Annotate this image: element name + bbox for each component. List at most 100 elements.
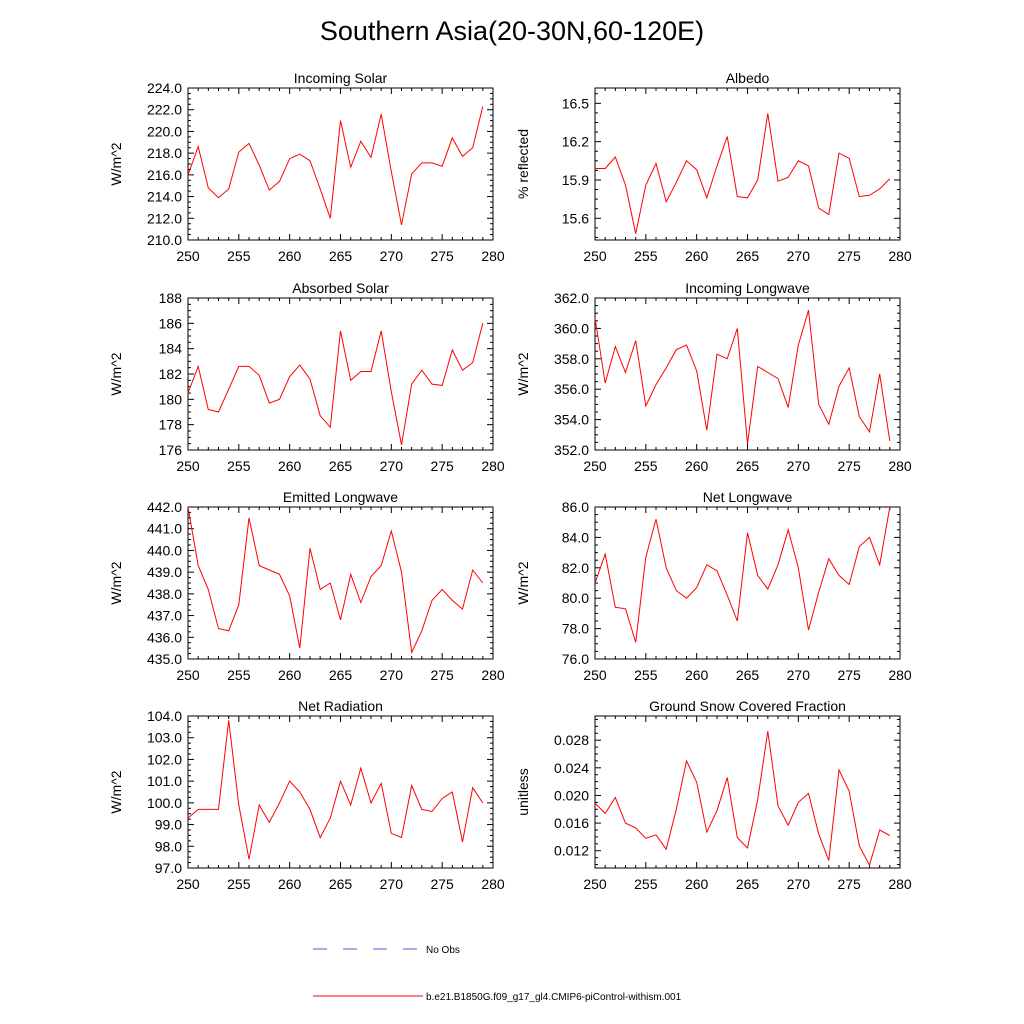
series-line bbox=[595, 113, 891, 234]
y-tick-label: 16.5 bbox=[562, 95, 589, 111]
x-tick-label: 260 bbox=[685, 248, 709, 264]
x-tick-label: 265 bbox=[736, 667, 760, 683]
panel-title: Absorbed Solar bbox=[292, 280, 389, 296]
x-tick-label: 275 bbox=[837, 876, 861, 892]
y-tick-label: 222.0 bbox=[147, 102, 182, 118]
y-tick-label: 214.0 bbox=[147, 189, 182, 205]
x-tick-label: 255 bbox=[634, 876, 658, 892]
x-tick-label: 275 bbox=[430, 667, 454, 683]
x-tick-label: 270 bbox=[787, 248, 811, 264]
panel-title: Emitted Longwave bbox=[283, 489, 398, 505]
series-line bbox=[594, 731, 891, 867]
y-tick-label: 218.0 bbox=[147, 145, 182, 161]
y-tick-label: 216.0 bbox=[147, 167, 182, 183]
series-line bbox=[187, 506, 484, 655]
y-tick-label: 212.0 bbox=[147, 210, 182, 226]
x-tick-label: 255 bbox=[227, 458, 251, 474]
plot-frame bbox=[187, 506, 494, 660]
legend-no-obs-label: No Obs bbox=[426, 945, 460, 956]
y-tick-label: 210.0 bbox=[147, 232, 182, 248]
x-tick-label: 250 bbox=[583, 248, 607, 264]
x-tick-label: 260 bbox=[278, 458, 302, 474]
y-tick-label: 0.016 bbox=[554, 815, 589, 831]
legend-model-label: b.e21.B1850G.f09_g17_gl4.CMIP6-piControl… bbox=[426, 992, 682, 1003]
plot-frame bbox=[594, 506, 901, 660]
y-tick-label: 437.0 bbox=[147, 608, 182, 624]
x-tick-label: 250 bbox=[583, 876, 607, 892]
y-tick-label: 84.0 bbox=[562, 529, 589, 545]
y-tick-label: 362.0 bbox=[554, 290, 589, 306]
y-tick-label: 178 bbox=[159, 417, 183, 433]
x-tick-label: 280 bbox=[481, 458, 505, 474]
panel-title: Incoming Solar bbox=[294, 70, 388, 86]
x-tick-label: 260 bbox=[685, 667, 709, 683]
y-tick-label: 104.0 bbox=[147, 708, 182, 724]
series-line bbox=[594, 506, 891, 643]
panel-title: Net Radiation bbox=[298, 698, 383, 714]
x-tick-label: 260 bbox=[278, 667, 302, 683]
plot-frame bbox=[594, 87, 901, 241]
x-tick-label: 275 bbox=[837, 667, 861, 683]
x-tick-label: 250 bbox=[176, 248, 200, 264]
y-tick-label: 76.0 bbox=[562, 651, 589, 667]
x-tick-label: 270 bbox=[787, 876, 811, 892]
y-tick-label: 186 bbox=[159, 315, 183, 331]
y-tick-label: 15.6 bbox=[562, 210, 589, 226]
y-tick-label: 101.0 bbox=[147, 773, 182, 789]
x-tick-label: 260 bbox=[685, 458, 709, 474]
panels-group: Incoming Solar W/m^2 250 255 260 265 270 275 280… bbox=[108, 70, 912, 892]
y-axis-label: unitless bbox=[515, 768, 531, 815]
x-tick-label: 270 bbox=[380, 248, 404, 264]
y-axis-label: W/m^2 bbox=[515, 352, 531, 395]
y-tick-label: 100.0 bbox=[147, 795, 182, 811]
y-tick-label: 182 bbox=[159, 366, 183, 382]
panel-title: Ground Snow Covered Fraction bbox=[649, 698, 846, 714]
y-tick-label: 86.0 bbox=[562, 499, 589, 515]
x-tick-label: 255 bbox=[227, 667, 251, 683]
x-tick-label: 280 bbox=[481, 667, 505, 683]
plot-frame bbox=[594, 715, 901, 869]
y-tick-label: 441.0 bbox=[147, 521, 182, 537]
x-tick-label: 270 bbox=[380, 876, 404, 892]
x-tick-label: 275 bbox=[430, 458, 454, 474]
x-tick-label: 275 bbox=[837, 248, 861, 264]
y-tick-label: 188 bbox=[159, 290, 183, 306]
y-tick-label: 0.012 bbox=[554, 843, 589, 859]
figure-title: Southern Asia(20-30N,60-120E) bbox=[320, 16, 704, 46]
x-tick-label: 280 bbox=[481, 248, 505, 264]
y-tick-label: 438.0 bbox=[147, 586, 182, 602]
x-tick-label: 280 bbox=[888, 667, 912, 683]
y-axis-label: W/m^2 bbox=[108, 352, 124, 395]
x-tick-label: 265 bbox=[736, 458, 760, 474]
y-tick-label: 78.0 bbox=[562, 621, 589, 637]
y-tick-label: 180 bbox=[159, 391, 183, 407]
y-tick-label: 435.0 bbox=[147, 651, 182, 667]
x-tick-label: 265 bbox=[736, 876, 760, 892]
x-tick-label: 265 bbox=[736, 248, 760, 264]
y-tick-label: 436.0 bbox=[147, 629, 182, 645]
x-tick-label: 265 bbox=[329, 876, 353, 892]
x-tick-label: 280 bbox=[888, 458, 912, 474]
y-tick-label: 442.0 bbox=[147, 499, 182, 515]
y-tick-label: 97.0 bbox=[155, 860, 182, 876]
y-tick-label: 80.0 bbox=[562, 590, 589, 606]
y-tick-label: 220.0 bbox=[147, 123, 182, 139]
series-line bbox=[187, 720, 484, 860]
x-tick-label: 255 bbox=[227, 248, 251, 264]
series-line bbox=[187, 323, 484, 445]
x-tick-label: 255 bbox=[634, 458, 658, 474]
x-tick-label: 250 bbox=[176, 876, 200, 892]
y-axis-label: W/m^2 bbox=[515, 561, 531, 604]
y-tick-label: 82.0 bbox=[562, 560, 589, 576]
panel-title: Albedo bbox=[726, 70, 770, 86]
y-tick-label: 99.0 bbox=[155, 817, 182, 833]
y-tick-label: 439.0 bbox=[147, 564, 182, 580]
x-tick-label: 265 bbox=[329, 248, 353, 264]
x-tick-label: 255 bbox=[227, 876, 251, 892]
y-tick-label: 103.0 bbox=[147, 730, 182, 746]
x-tick-label: 250 bbox=[583, 458, 607, 474]
y-tick-label: 352.0 bbox=[554, 442, 589, 458]
x-tick-label: 255 bbox=[634, 248, 658, 264]
x-tick-label: 275 bbox=[430, 248, 454, 264]
